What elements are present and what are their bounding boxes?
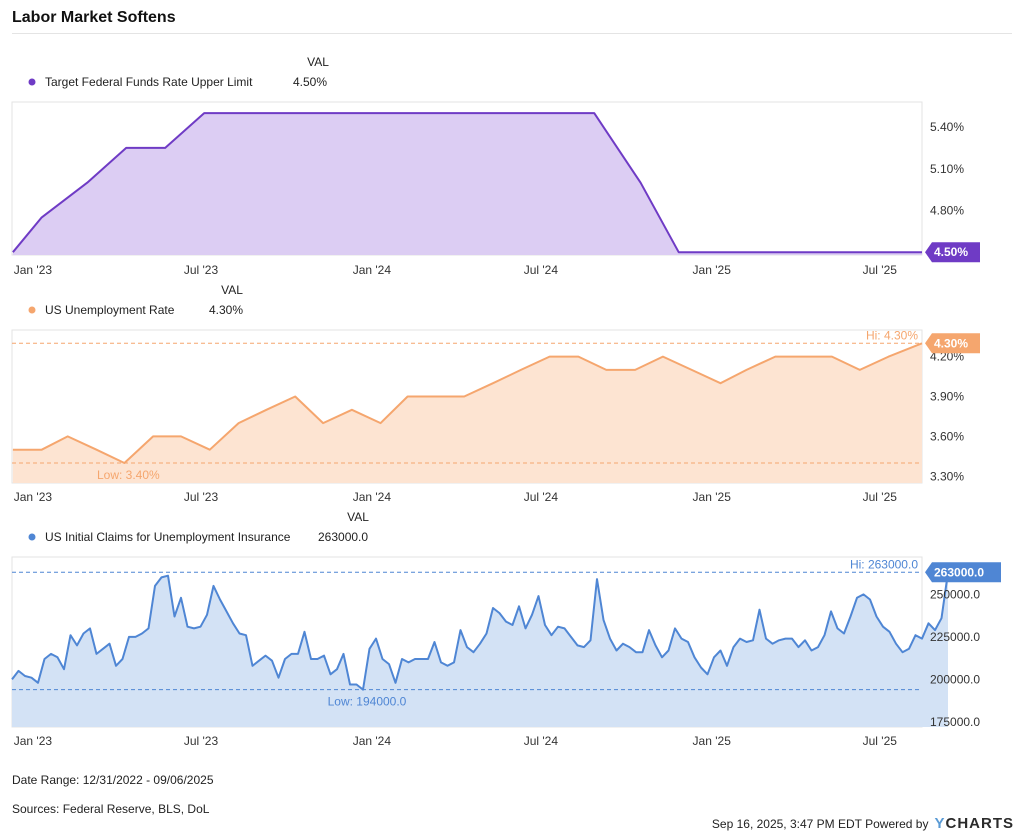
legend-val-header: VAL <box>347 510 369 524</box>
hi-label: Hi: 263000.0 <box>850 557 918 571</box>
series-area <box>12 113 922 255</box>
title-divider <box>12 33 1012 34</box>
y-tick-label: 5.40% <box>930 120 964 134</box>
ycharts-logo[interactable]: YCHARTS <box>934 815 1014 832</box>
x-tick-label: Jan '23 <box>14 263 53 277</box>
ycharts-logo-rest: CHARTS <box>945 815 1014 832</box>
x-tick-label: Jan '25 <box>693 263 732 277</box>
x-tick-label: Jan '23 <box>14 734 53 748</box>
hi-label: Hi: 4.30% <box>866 328 918 342</box>
low-label: Low: 3.40% <box>97 468 160 482</box>
legend-series-name: Target Federal Funds Rate Upper Limit <box>45 75 253 89</box>
last-value-badge-text: 4.50% <box>934 245 968 259</box>
low-label: Low: 194000.0 <box>328 695 407 709</box>
x-tick-label: Jul '25 <box>863 734 898 748</box>
last-value-badge <box>925 333 980 354</box>
last-value-badge <box>925 242 980 263</box>
footer-credit: Sep 16, 2025, 3:47 PM EDT Powered by YCH… <box>712 815 1014 832</box>
y-tick-label: 4.80% <box>930 203 964 217</box>
last-value-badge-text: 4.30% <box>934 336 968 350</box>
legend-series-value: 4.50% <box>293 75 327 89</box>
x-tick-label: Jan '25 <box>693 490 732 504</box>
legend-marker <box>28 78 36 86</box>
series-line <box>12 342 923 464</box>
legend-series-value: 4.30% <box>209 303 243 317</box>
legend-series-value: 263000.0 <box>318 530 368 544</box>
sources-text: Sources: Federal Reserve, BLS, DoL <box>12 802 210 816</box>
x-tick-label: Jul '25 <box>863 490 898 504</box>
x-tick-label: Jul '23 <box>184 263 219 277</box>
page-title: Labor Market Softens <box>12 9 176 26</box>
x-tick-label: Jan '25 <box>693 734 732 748</box>
x-tick-label: Jan '24 <box>353 490 392 504</box>
legend-marker <box>28 533 36 541</box>
legend-val-header: VAL <box>307 55 329 69</box>
x-tick-label: Jul '24 <box>524 263 559 277</box>
ycharts-logo-y: Y <box>934 815 946 832</box>
date-range-text: Date Range: 12/31/2022 - 09/06/2025 <box>12 773 214 787</box>
legend-series-name: US Unemployment Rate <box>45 303 175 317</box>
y-tick-label: 225000.0 <box>930 630 980 644</box>
last-value-badge-text: 263000.0 <box>934 565 984 579</box>
y-tick-label: 250000.0 <box>930 587 980 601</box>
y-tick-label: 3.90% <box>930 390 964 404</box>
x-tick-label: Jan '24 <box>353 734 392 748</box>
series-area <box>12 343 922 483</box>
y-tick-label: 5.10% <box>930 162 964 176</box>
series-line <box>11 572 949 691</box>
y-tick-label: 3.60% <box>930 429 964 443</box>
legend-marker <box>28 306 36 314</box>
x-tick-label: Jan '23 <box>14 490 53 504</box>
x-tick-label: Jul '24 <box>524 490 559 504</box>
x-tick-label: Jul '25 <box>863 263 898 277</box>
x-tick-label: Jul '23 <box>184 734 219 748</box>
y-tick-label: 3.30% <box>930 469 964 483</box>
x-tick-label: Jul '23 <box>184 490 219 504</box>
series-area <box>12 572 948 727</box>
x-tick-label: Jan '24 <box>353 263 392 277</box>
y-tick-label: 175000.0 <box>930 715 980 729</box>
last-value-badge <box>925 562 1001 583</box>
legend-series-name: US Initial Claims for Unemployment Insur… <box>45 530 291 544</box>
timestamp-text: Sep 16, 2025, 3:47 PM EDT Powered by <box>711 816 929 831</box>
series-line <box>12 112 922 254</box>
legend-val-header: VAL <box>221 283 243 297</box>
y-tick-label: 200000.0 <box>930 672 980 686</box>
x-tick-label: Jul '24 <box>524 734 559 748</box>
